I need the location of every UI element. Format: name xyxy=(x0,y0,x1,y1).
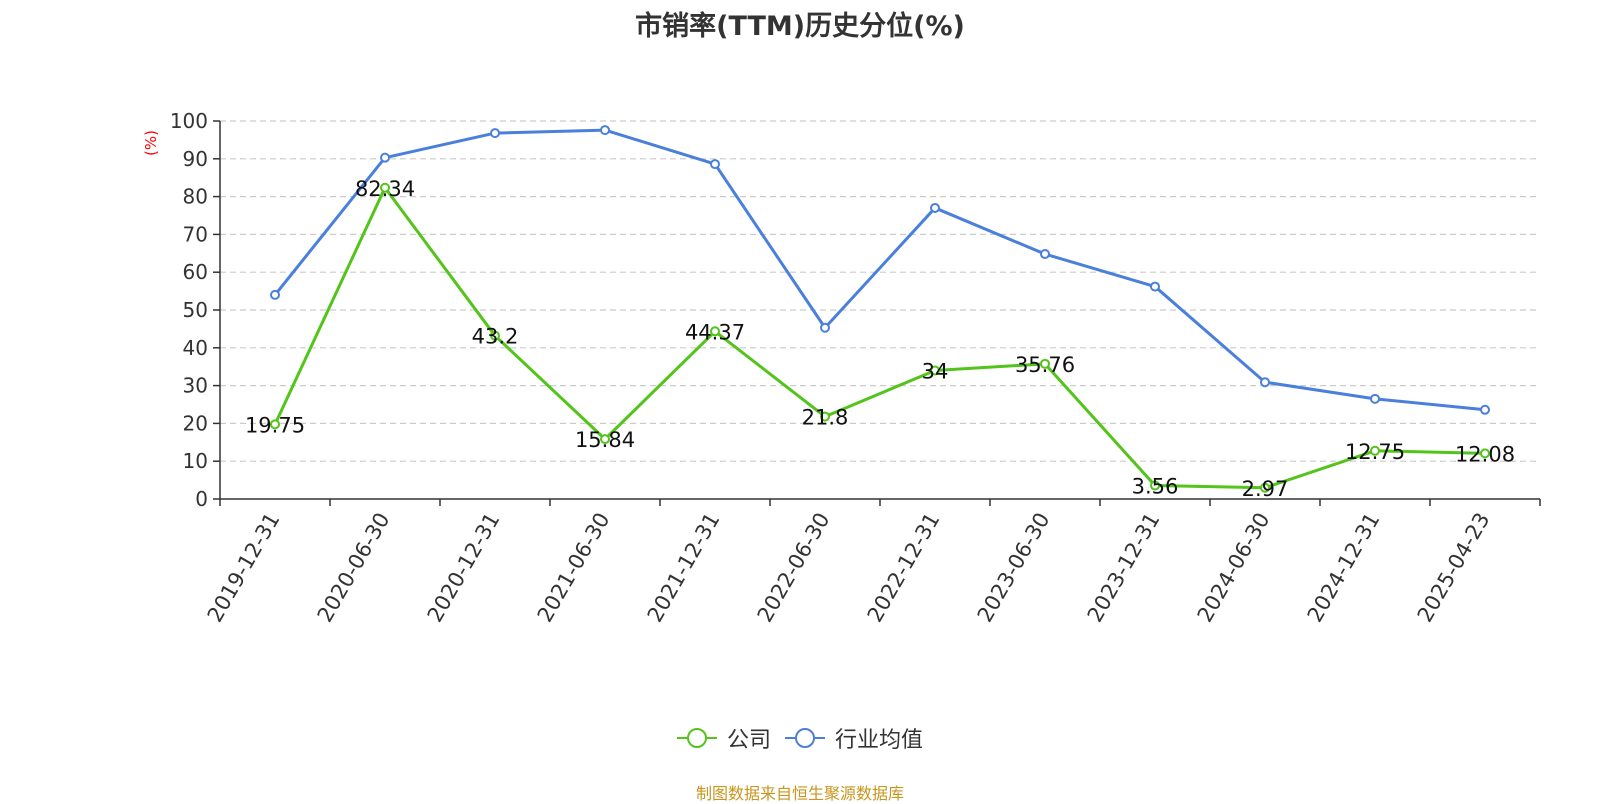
y-tick-label: 40 xyxy=(183,336,208,360)
y-tick-label: 50 xyxy=(183,298,208,322)
company-data-label: 34 xyxy=(922,359,949,383)
x-tick-label: 2025-04-23 xyxy=(1413,509,1495,627)
company-data-point xyxy=(380,182,390,193)
industry-average-data-point xyxy=(1040,249,1050,260)
chart-title: 市销率(TTM)历史分位(%) xyxy=(635,11,965,42)
industry-average-data-point xyxy=(380,152,390,163)
legend-item-company[interactable]: 公司 xyxy=(676,722,771,754)
company-data-label: 2.97 xyxy=(1242,477,1289,501)
y-tick-label: 70 xyxy=(183,222,208,246)
company-data-point xyxy=(270,419,280,430)
y-tick-label: 90 xyxy=(183,147,208,171)
industry-average-data-point xyxy=(1260,377,1270,388)
x-tick-label: 2021-12-31 xyxy=(643,509,725,627)
industry-average-data-point xyxy=(710,159,720,170)
company-data-point xyxy=(1480,448,1490,459)
industry-average-data-point xyxy=(1150,281,1160,292)
company-data-point xyxy=(930,365,940,376)
industry-average-data-point xyxy=(820,322,830,333)
x-tick-label: 2024-06-30 xyxy=(1193,509,1275,627)
company-data-label: 15.84 xyxy=(575,428,635,452)
company-data-point xyxy=(1260,482,1270,493)
company-data-point xyxy=(1150,480,1160,491)
company-data-label: 43.2 xyxy=(472,325,519,349)
company-data-point xyxy=(490,330,500,341)
company-data-label: 12.08 xyxy=(1455,442,1515,466)
industry-average-data-point xyxy=(490,128,500,139)
y-tick-label: 60 xyxy=(183,260,208,284)
x-tick-label: 2022-06-30 xyxy=(753,509,835,627)
y-tick-label: 20 xyxy=(183,411,208,435)
company-data-label: 3.56 xyxy=(1132,475,1179,499)
company-data-label: 35.76 xyxy=(1015,353,1075,377)
x-tick-label: 2024-12-31 xyxy=(1303,509,1385,627)
industry-average-data-point xyxy=(1480,404,1490,415)
x-tick-label: 2023-12-31 xyxy=(1083,509,1165,627)
x-tick-label: 2019-12-31 xyxy=(203,509,285,627)
company-data-point xyxy=(710,326,720,337)
y-tick-label: 10 xyxy=(183,449,208,473)
company-series-line xyxy=(273,186,1486,490)
company-data-point xyxy=(1370,445,1380,456)
y-tick-label: 0 xyxy=(195,487,208,511)
x-tick-label: 2022-12-31 xyxy=(863,509,945,627)
legend-company-label: 公司 xyxy=(726,728,771,753)
industry-average-series-line xyxy=(273,128,1486,412)
data-source-footer: 制图数据来自恒生聚源数据库 xyxy=(695,784,904,803)
industry-average-data-point xyxy=(930,202,940,213)
x-tick-label: 2023-06-30 xyxy=(973,509,1055,627)
company-data-label: 19.75 xyxy=(245,413,305,437)
company-data-point xyxy=(820,411,830,422)
company-data-label: 21.8 xyxy=(802,406,849,430)
x-tick-label: 2020-12-31 xyxy=(423,509,505,627)
company-data-label: 82.34 xyxy=(355,177,415,201)
legend: 公司 行业均值 xyxy=(0,722,1600,754)
industry-average-data-point xyxy=(270,289,280,300)
company-data-point xyxy=(600,434,610,445)
company-data-label: 44.37 xyxy=(685,320,745,344)
x-tick-label: 2021-06-30 xyxy=(533,509,615,627)
y-tick-label: 30 xyxy=(183,374,208,398)
legend-industry-label: 行业均值 xyxy=(835,728,924,753)
industry-average-data-point xyxy=(600,125,610,136)
legend-company-marker-icon xyxy=(676,728,717,748)
company-data-point xyxy=(1040,358,1050,369)
company-data-label: 12.75 xyxy=(1345,440,1405,464)
industry-average-data-point xyxy=(1370,393,1380,404)
legend-industry-marker-icon xyxy=(785,728,825,748)
y-tick-label: 100 xyxy=(170,109,208,133)
legend-item-industry-average[interactable]: 行业均值 xyxy=(785,722,923,754)
x-tick-label: 2020-06-30 xyxy=(313,509,395,627)
y-tick-label: 80 xyxy=(183,185,208,209)
